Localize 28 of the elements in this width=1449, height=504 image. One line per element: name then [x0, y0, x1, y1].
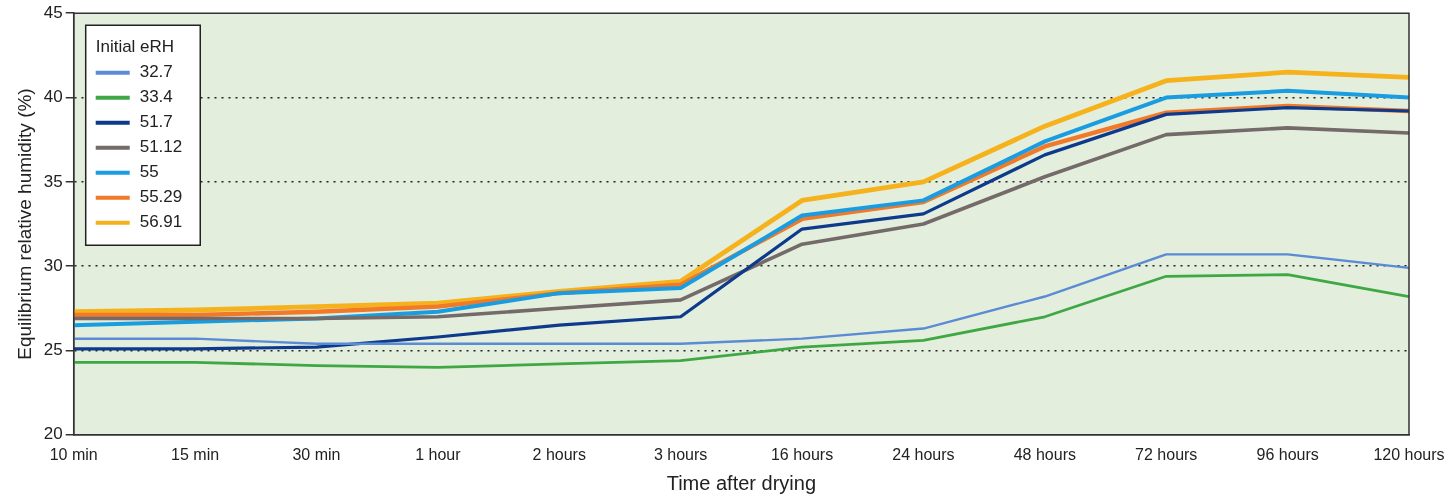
y-tick-label: 30: [43, 255, 63, 275]
legend-label: 55: [139, 162, 159, 182]
x-tick-label: 2 hours: [532, 445, 586, 463]
y-tick-label: 45: [43, 2, 63, 22]
legend-label: 33.4: [139, 87, 173, 107]
x-tick-label: 120 hours: [1373, 445, 1445, 463]
x-axis-title: Time after drying: [666, 471, 817, 494]
y-tick-label: 35: [43, 171, 63, 191]
x-tick-label: 3 hours: [653, 445, 708, 463]
x-tick-label: 1 hour: [415, 445, 462, 463]
y-tick-label: 25: [43, 340, 63, 360]
y-axis-title: Equilibrium relative humidity (%): [13, 88, 35, 360]
x-tick-label: 72 hours: [1135, 445, 1198, 463]
x-tick-label: 30 min: [292, 445, 341, 463]
x-tick-label: 48 hours: [1013, 445, 1076, 463]
y-tick-label: 40: [43, 87, 63, 107]
legend-title: Initial eRH: [95, 37, 175, 57]
legend-label: 32.7: [139, 62, 173, 82]
legend-label: 51.12: [139, 137, 183, 157]
x-tick-label: 16 hours: [770, 445, 834, 463]
legend-label: 55.29: [139, 187, 183, 207]
x-tick-label: 96 hours: [1256, 445, 1319, 463]
legend-label: 51.7: [139, 112, 173, 132]
legend-label: 56.91: [139, 212, 183, 232]
x-tick-label: 10 min: [49, 445, 98, 463]
y-tick-label: 20: [43, 424, 63, 444]
x-tick-label: 24 hours: [892, 445, 955, 463]
x-tick-label: 15 min: [171, 445, 220, 463]
